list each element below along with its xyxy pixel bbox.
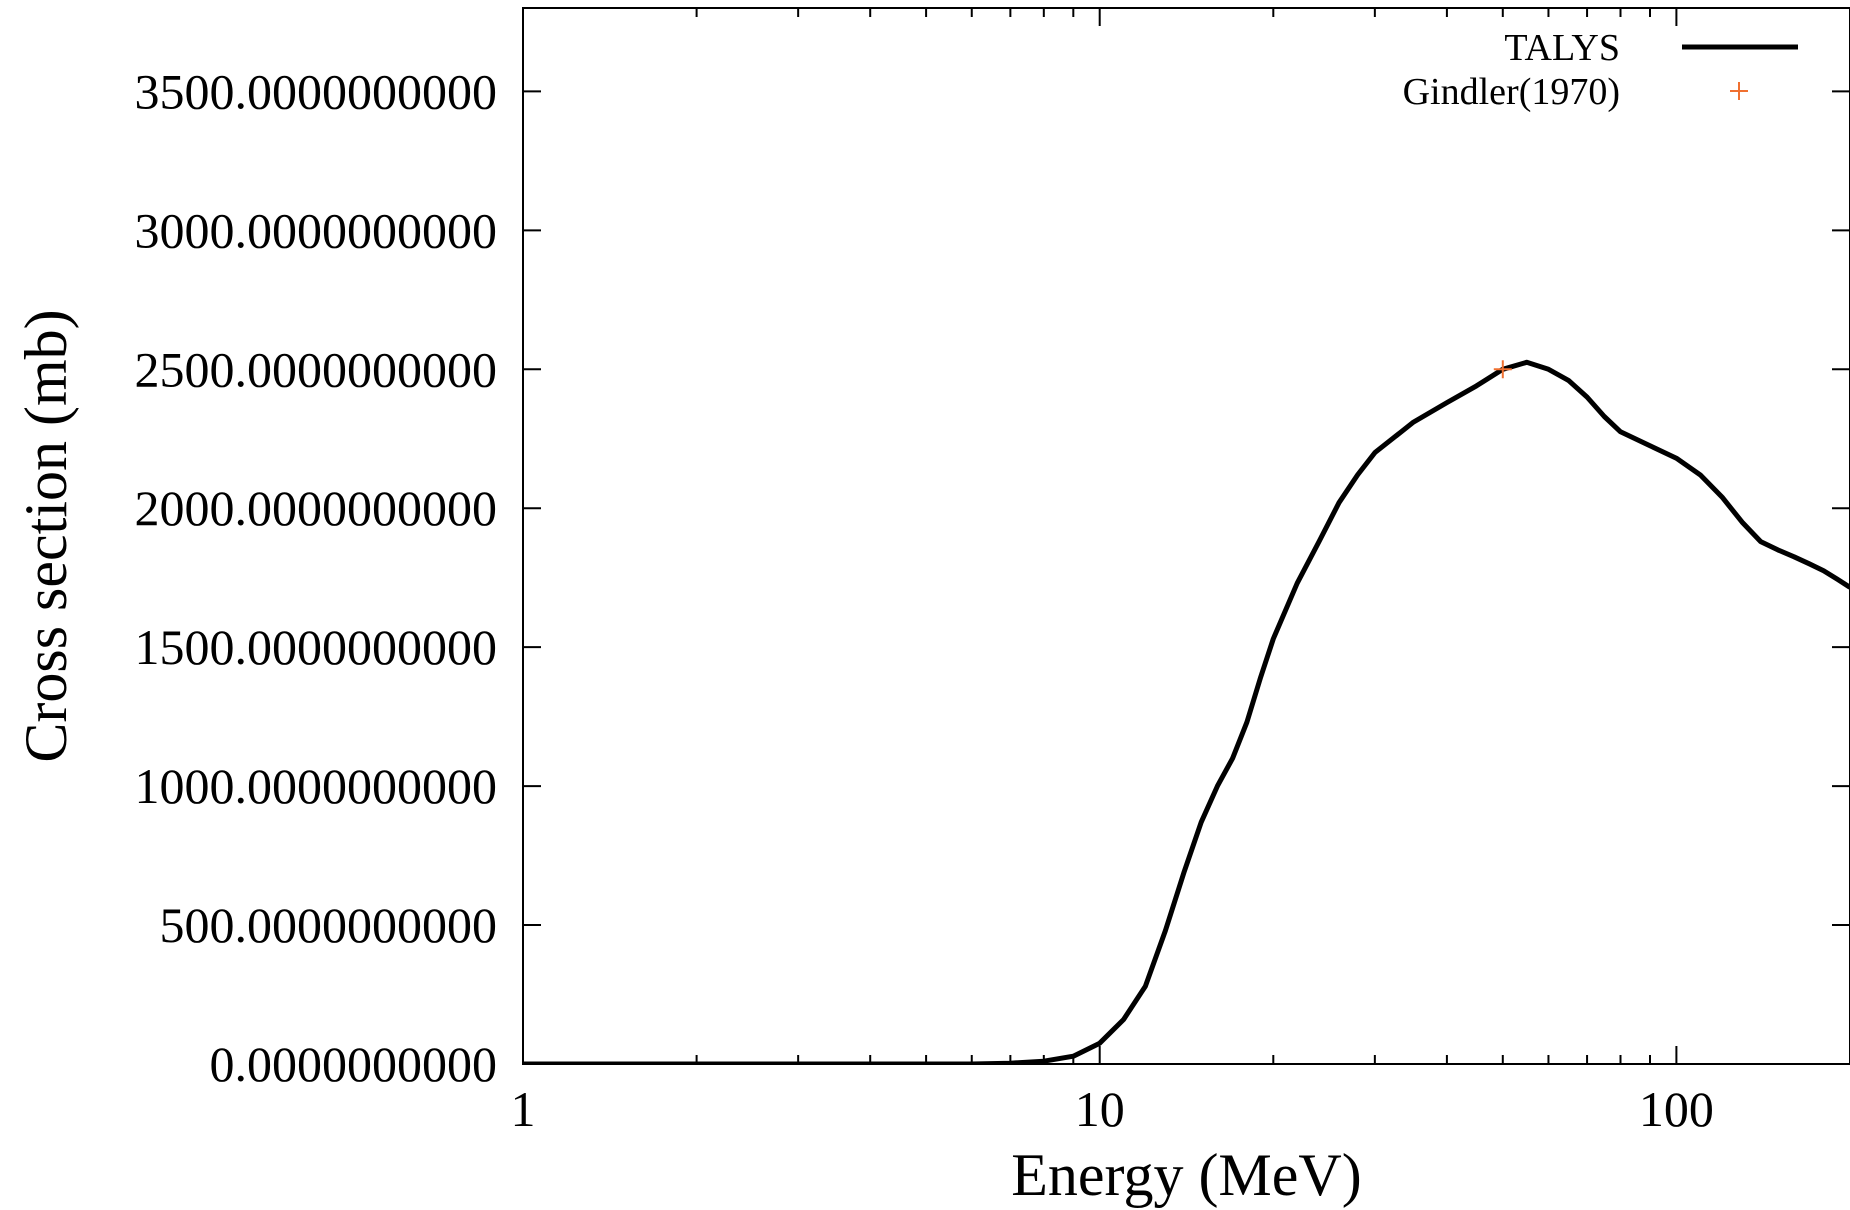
y-axis-title: Cross section (mb) (13, 309, 79, 762)
y-tick-label: 3500.0000000000 (135, 63, 498, 119)
plot-frame (522, 7, 1850, 1065)
legend-label: TALYS (1504, 27, 1620, 69)
y-tick-label: 2500.0000000000 (135, 341, 498, 397)
y-tick-label: 3000.0000000000 (135, 202, 498, 258)
y-tick-label: 1000.0000000000 (135, 758, 498, 814)
y-tick-label: 1500.0000000000 (135, 619, 498, 675)
y-tick-label: 500.0000000000 (160, 897, 498, 953)
data-point-gindler (1493, 360, 1512, 379)
x-axis-title: Energy (MeV) (1011, 1142, 1361, 1208)
series-line-talys (523, 359, 1850, 1064)
x-tick-label: 100 (1639, 1081, 1714, 1137)
plot-area (523, 359, 1850, 1064)
legend-label: Gindler(1970) (1403, 71, 1620, 113)
x-tick-label: 10 (1075, 1081, 1125, 1137)
x-tick-label: 1 (511, 1081, 536, 1137)
axes: 0.0000000000 500.0000000000 1000.000000000… (135, 7, 1850, 1137)
y-tick-label: 0.0000000000 (210, 1036, 498, 1092)
y-tick-label: 2000.0000000000 (135, 480, 498, 536)
